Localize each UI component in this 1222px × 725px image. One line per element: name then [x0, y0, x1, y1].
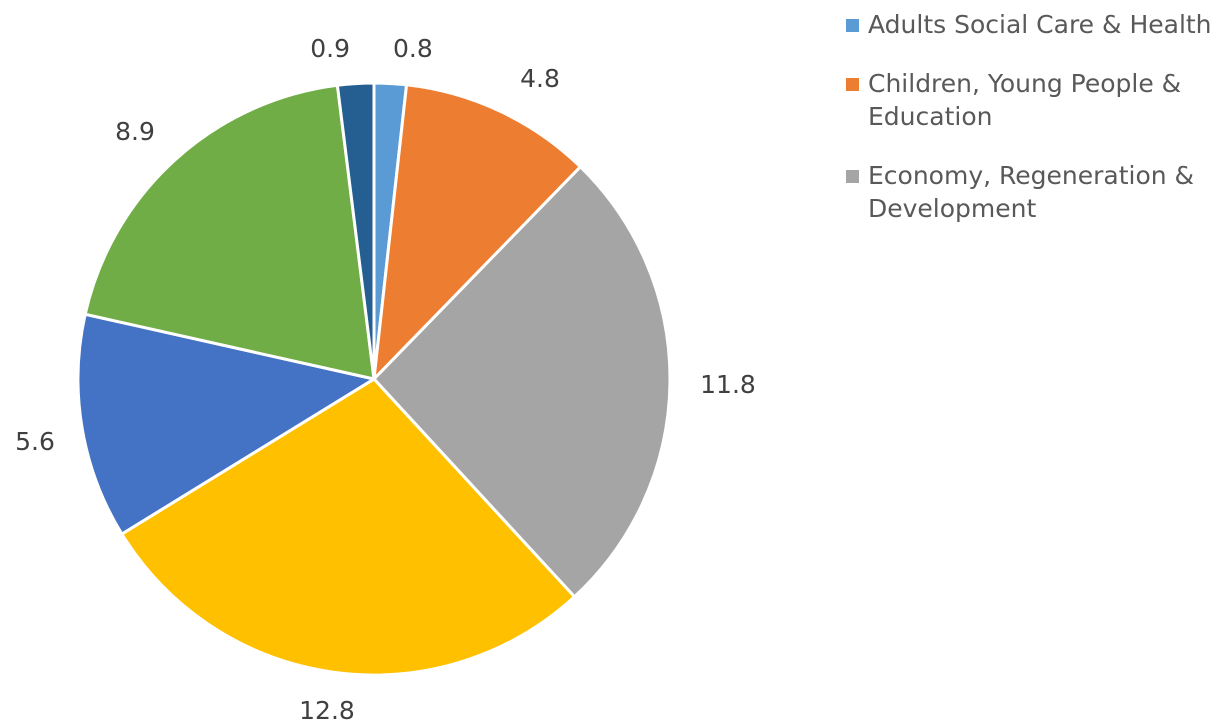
pie-slice-4 — [76, 312, 376, 536]
legend-label: Children, Young People & Education — [868, 69, 1182, 131]
legend: Adults Social Care & Health Children, You… — [846, 8, 1216, 251]
legend-item-0: Adults Social Care & Health — [846, 8, 1216, 41]
pie-slice-1 — [372, 83, 582, 381]
pie-slice-6 — [335, 81, 376, 381]
pie-slice-2 — [372, 165, 672, 599]
pie-slices — [76, 81, 672, 677]
data-label-6: 0.9 — [310, 34, 350, 63]
data-label-2: 11.8 — [700, 370, 756, 399]
pie-slice-3 — [120, 377, 576, 677]
legend-swatch — [846, 170, 859, 183]
pie-slice-5 — [83, 83, 376, 381]
legend-swatch — [846, 78, 859, 91]
data-label-5: 8.9 — [115, 117, 155, 146]
data-label-4: 5.6 — [15, 427, 55, 456]
data-label-1: 4.8 — [520, 64, 560, 93]
data-label-3: 12.8 — [299, 696, 355, 725]
legend-item-1: Children, Young People & Education — [846, 67, 1216, 133]
legend-swatch — [846, 19, 859, 32]
legend-label: Economy, Regeneration & Development — [868, 161, 1195, 223]
data-label-0: 0.8 — [393, 34, 433, 63]
data-labels: 0.8 4.8 11.8 12.8 5.6 8.9 0.9 — [15, 34, 756, 725]
legend-label: Adults Social Care & Health — [868, 10, 1212, 39]
legend-item-2: Economy, Regeneration & Development — [846, 159, 1216, 225]
